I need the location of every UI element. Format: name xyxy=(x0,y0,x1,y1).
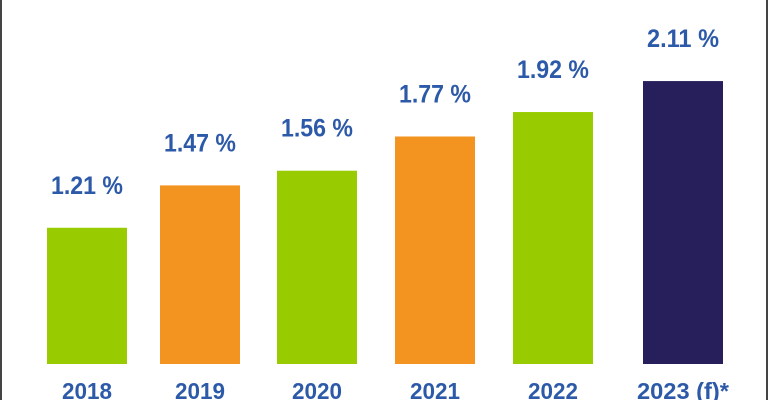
right-border xyxy=(766,0,768,400)
x-tick-label: 2020 xyxy=(292,378,342,400)
x-tick-label: 2021 xyxy=(410,378,460,400)
data-label: 1.47 % xyxy=(164,129,236,157)
x-tick-label: 2018 xyxy=(62,378,112,400)
data-label: 1.21 % xyxy=(51,172,123,200)
left-border xyxy=(0,0,2,400)
x-tick-label: 2022 xyxy=(528,378,578,400)
x-tick-label: 2019 xyxy=(175,378,225,400)
data-label: 1.56 % xyxy=(281,115,353,143)
bar-2023 xyxy=(643,81,723,364)
bar-2021 xyxy=(395,136,475,364)
bar-2020 xyxy=(277,170,357,364)
bar-2022 xyxy=(513,112,593,364)
x-tick-label: 2023 (f)* xyxy=(637,378,729,400)
data-label: 1.92 % xyxy=(517,56,589,84)
data-label: 1.77 % xyxy=(399,80,471,108)
bar-2019 xyxy=(160,185,240,364)
bar-2018 xyxy=(47,227,127,364)
data-label: 2.11 % xyxy=(647,25,719,53)
